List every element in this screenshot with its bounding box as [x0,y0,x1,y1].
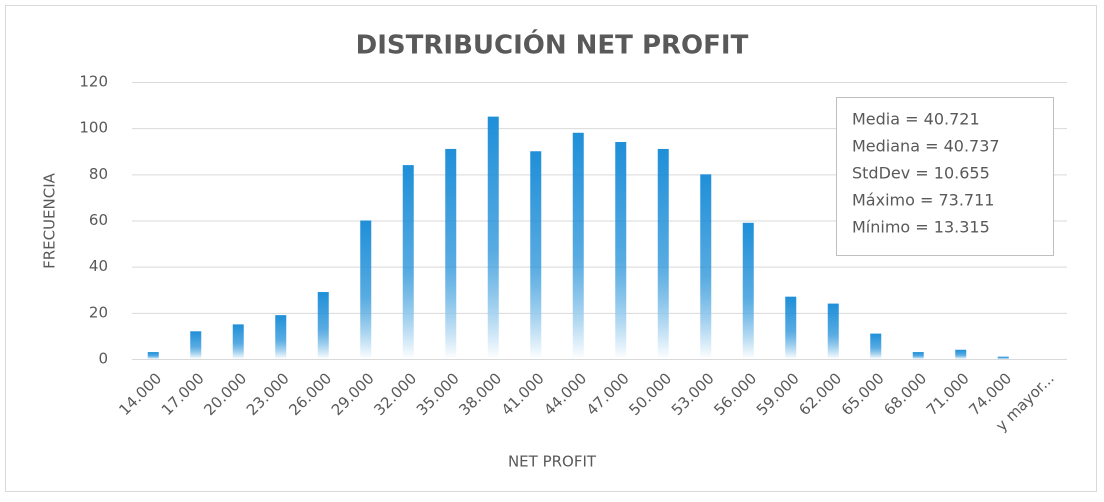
bar [657,148,669,359]
stats-text: Media = 40.721 Mediana = 40.737 StdDev = 1… [852,110,1000,237]
bar [742,222,754,359]
bar [487,116,499,359]
bar [870,333,882,359]
y-axis-label: FRECUENCIA [41,172,59,269]
bar [445,148,457,359]
bar [190,331,202,359]
bar [997,356,1009,359]
bar [955,349,967,359]
bar [912,352,924,359]
bar [615,142,627,359]
y-tick-label: 120 [79,73,108,91]
y-tick-label: 20 [89,303,108,321]
bar [530,151,542,359]
bar [700,174,712,359]
bar [402,165,414,359]
bar [827,303,839,359]
bar [317,292,329,359]
stats-box [836,97,1054,256]
y-tick-label: 100 [79,119,108,137]
bar [232,324,244,359]
bar [147,352,159,359]
stats-line: StdDev = 10.655 [852,164,990,183]
bar [275,315,287,359]
y-tick-label: 60 [89,211,108,229]
x-axis-label: NET PROFIT [508,453,597,471]
stats-line: Mínimo = 13.315 [852,218,990,237]
bar [572,132,584,359]
y-tick-label: 0 [98,350,108,368]
stats-line: Mediana = 40.737 [852,137,1000,156]
y-tick-label: 40 [89,257,108,275]
chart-title: DISTRIBUCIÓN NET PROFIT [356,29,749,61]
stats-line: Media = 40.721 [852,110,980,129]
stats-line: Máximo = 73.711 [852,191,994,210]
bar [785,296,797,359]
bar [360,220,372,359]
y-tick-label: 80 [89,165,108,183]
